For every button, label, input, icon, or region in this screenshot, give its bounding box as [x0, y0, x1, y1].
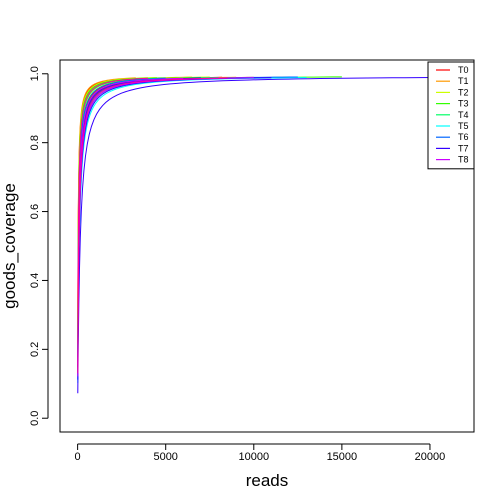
- legend-label: T0: [458, 65, 469, 75]
- x-tick-label: 15000: [327, 451, 358, 463]
- curve-series-9-1: [77, 77, 149, 344]
- x-tick-label: 20000: [415, 451, 446, 463]
- x-axis: 0 5000 10000 15000 20000: [75, 443, 446, 463]
- curve-series-8-1: [77, 77, 184, 365]
- y-tick-label: 0.6: [29, 204, 41, 219]
- curves-layer: [77, 76, 475, 394]
- curve-series-9-0: [77, 77, 228, 374]
- x-tick-label: 5000: [153, 451, 177, 463]
- y-tick-label: 0.8: [29, 135, 41, 150]
- y-tick-label: 0.0: [29, 411, 41, 426]
- legend-box: [427, 61, 475, 170]
- legend-label: T2: [458, 87, 469, 97]
- y-tick-label: 0.4: [29, 273, 41, 288]
- y-axis: 0.0 0.2 0.4 0.6 0.8 1.0: [29, 66, 49, 426]
- x-axis-title: reads: [246, 471, 289, 490]
- plot-box: [59, 59, 475, 433]
- y-tick-label: 1.0: [29, 66, 41, 81]
- legend-label: T8: [458, 155, 469, 165]
- curve-series-7-0: [77, 76, 475, 394]
- legend-label: T3: [458, 99, 469, 109]
- legend-label: T1: [458, 76, 469, 86]
- legend-label: T7: [458, 143, 469, 153]
- legend-label: T4: [458, 110, 469, 120]
- x-tick-label: 10000: [238, 451, 269, 463]
- legend-label: T6: [458, 132, 469, 142]
- legend-label: T5: [458, 121, 469, 131]
- y-axis-title: goods_coverage: [0, 183, 19, 309]
- y-tick-label: 0.2: [29, 342, 41, 357]
- x-tick-label: 0: [75, 451, 81, 463]
